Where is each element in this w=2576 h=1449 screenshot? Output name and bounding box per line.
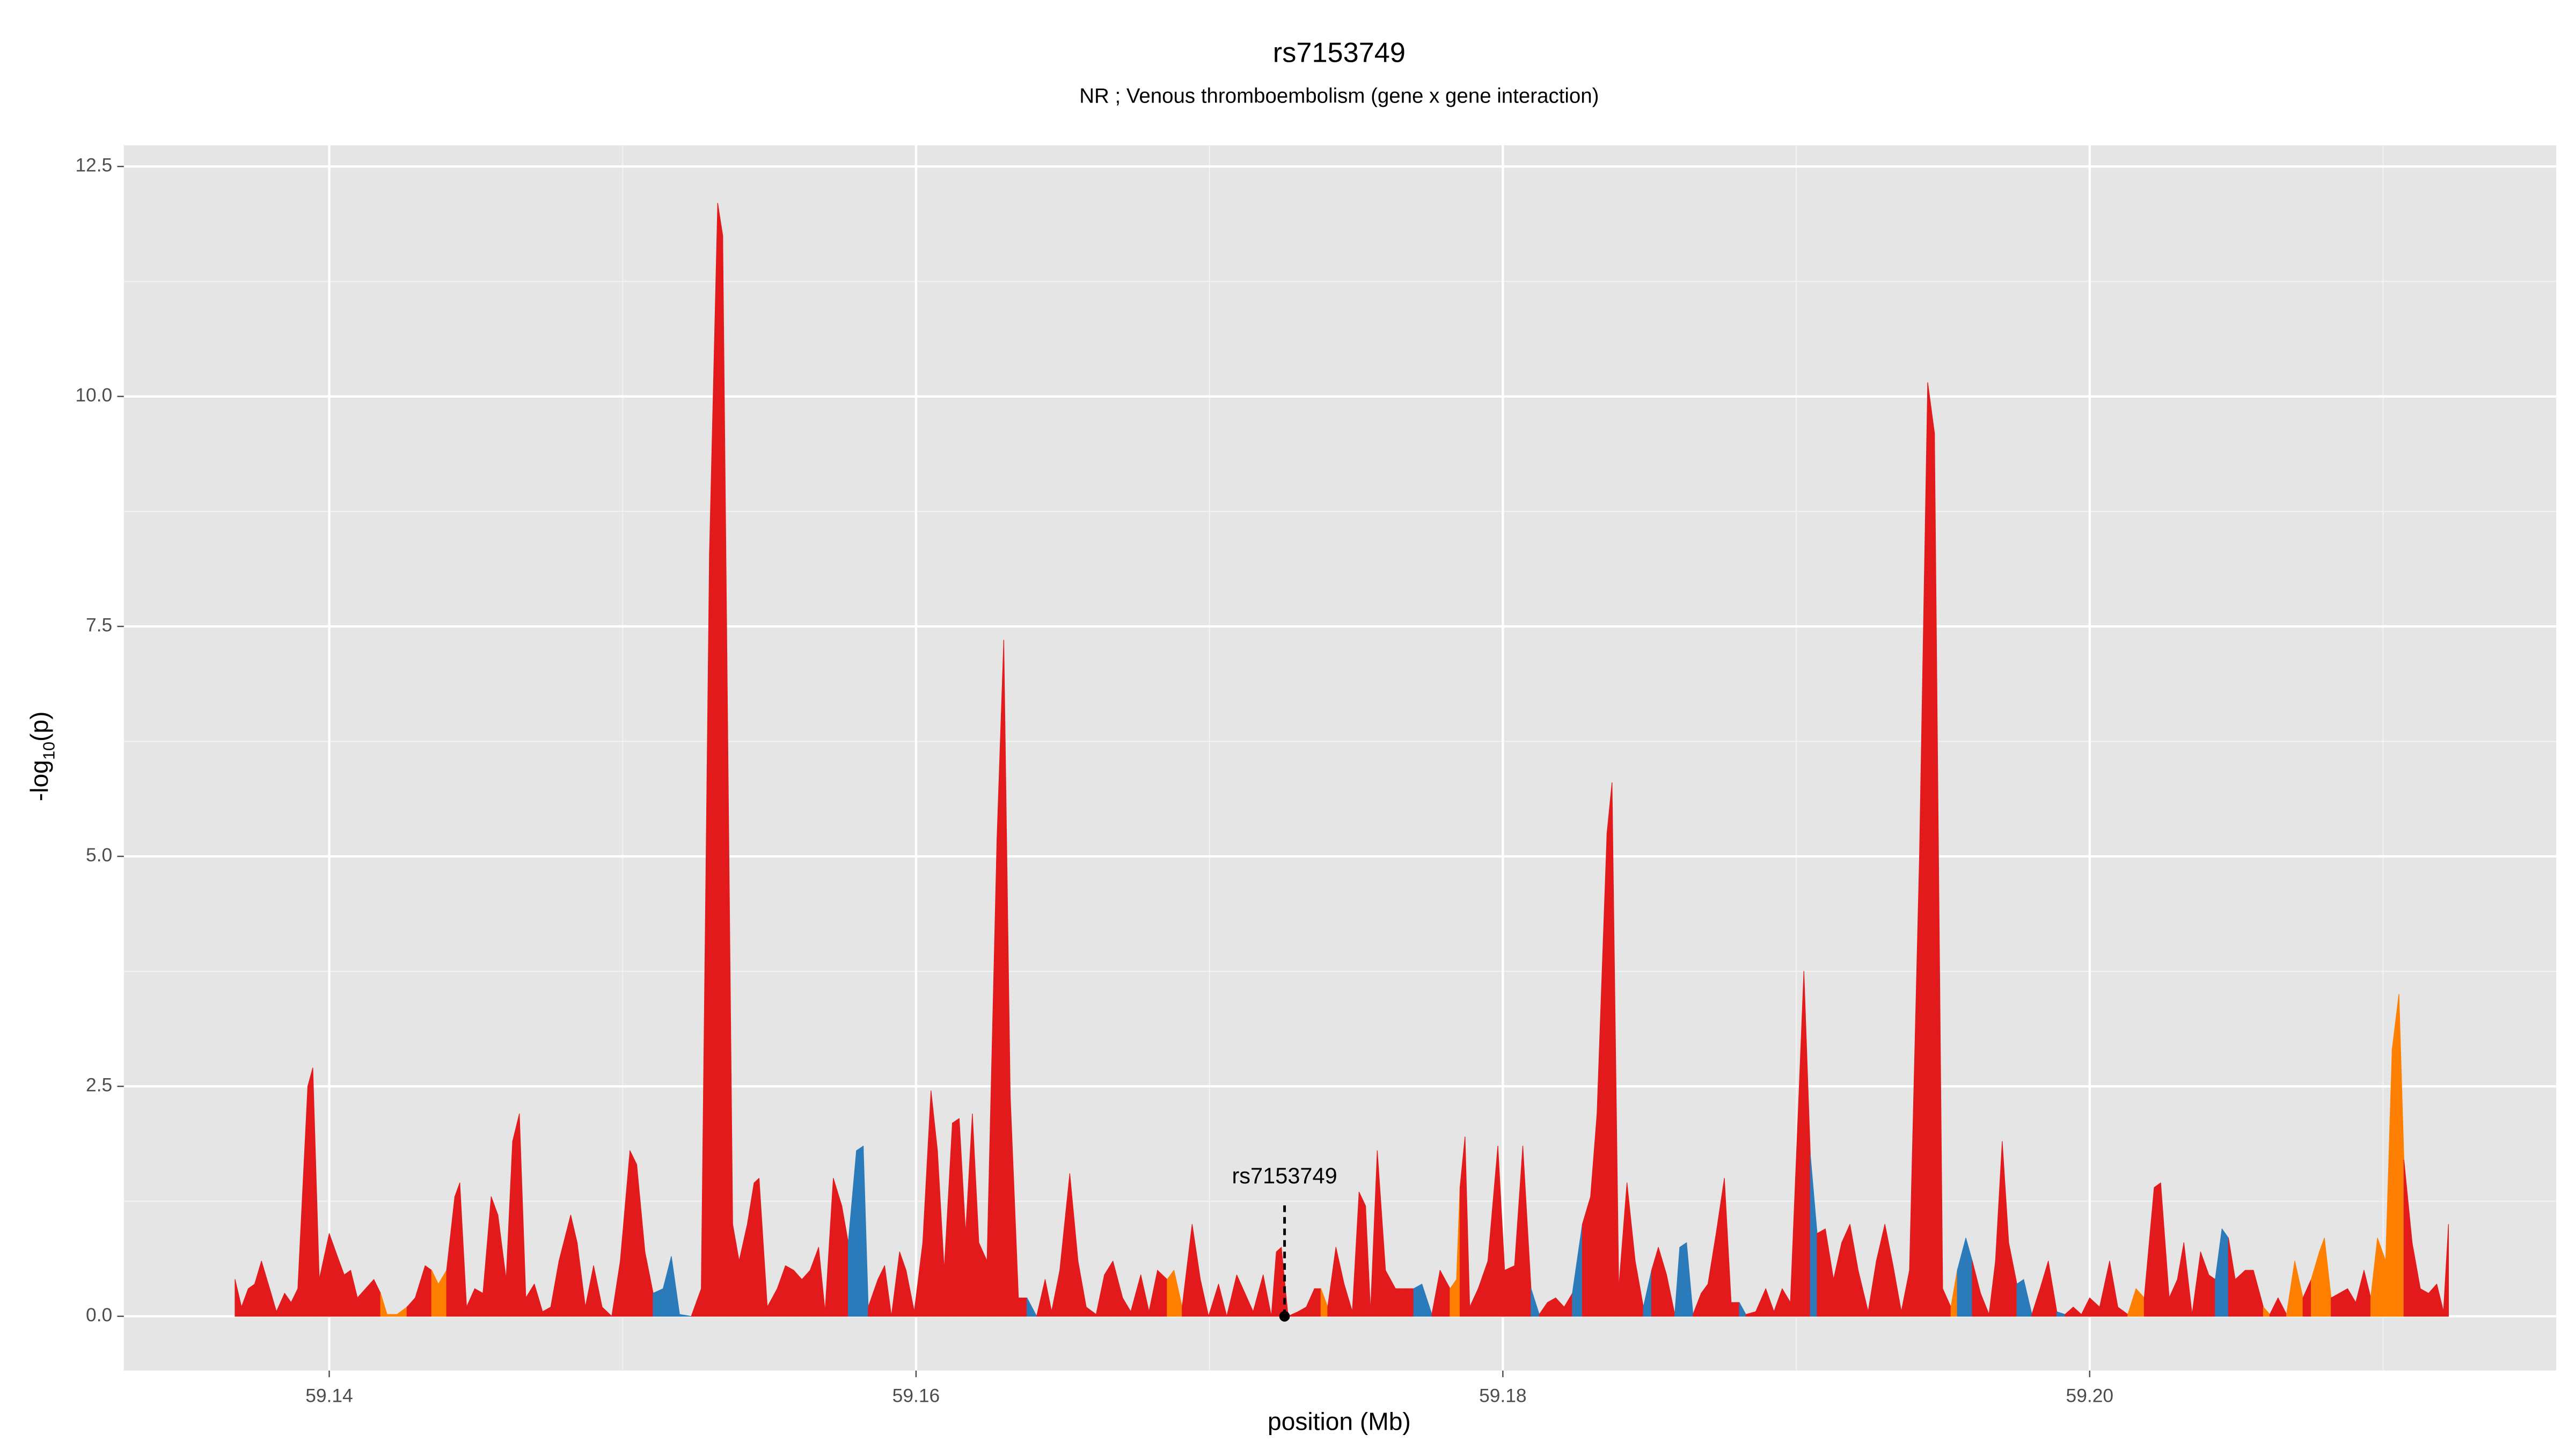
area-segment (1679, 1242, 1687, 1317)
area-segment (952, 1118, 960, 1317)
area-segment (1358, 1191, 1366, 1317)
area-segment (1405, 1288, 1414, 1317)
plot-panel (123, 145, 2557, 1371)
area-segment (1200, 1279, 1209, 1317)
area-segment (343, 1270, 351, 1317)
y-axis-label: -log10(p) (25, 711, 58, 801)
area-segment (884, 1265, 892, 1317)
area-segment (1026, 1297, 1037, 1317)
area-segment (512, 1114, 520, 1317)
area-segment (2319, 1238, 2325, 1317)
x-tick-label: 59.18 (1479, 1385, 1527, 1406)
chart-title: rs7153749 (1273, 37, 1406, 68)
area-segment (386, 1314, 398, 1317)
area-segment (2208, 1274, 2216, 1317)
area-segment (1927, 382, 1935, 1317)
area-segment (307, 1067, 313, 1317)
area-segment (2154, 1182, 2161, 1317)
area-segment (2244, 1270, 2254, 1317)
area-segment (425, 1265, 432, 1317)
area-segment (1218, 1284, 1227, 1317)
x-tick-label: 59.14 (305, 1385, 353, 1406)
y-axis-label-part: (p) (25, 711, 53, 741)
area-segment (2443, 1224, 2449, 1317)
area-segment (1413, 1284, 1423, 1317)
area-segment (1263, 1274, 1272, 1317)
area-marks (235, 203, 2449, 1317)
area-segment (1504, 1265, 1515, 1317)
y-tick-label: 10.0 (75, 385, 112, 406)
area-segment (491, 1196, 499, 1317)
area-segment (1018, 1297, 1028, 1317)
area-segment (2339, 1288, 2348, 1317)
area-segment (1314, 1288, 1322, 1317)
area-segment (1731, 1302, 1740, 1317)
area-segment (653, 1288, 664, 1317)
area-segment (856, 1146, 864, 1317)
y-tick-label: 2.5 (86, 1075, 112, 1096)
x-tick-label: 59.16 (892, 1385, 940, 1406)
x-axis-label: position (Mb) (1268, 1407, 1411, 1435)
annotation-label: rs7153749 (1232, 1163, 1337, 1188)
area-segment (630, 1150, 638, 1317)
area-segment (2221, 1228, 2229, 1317)
x-tick-label: 59.20 (2066, 1385, 2114, 1406)
area-segment (1395, 1288, 1406, 1317)
chart-subtitle: NR ; Venous thromboembolism (gene x gene… (1079, 85, 1599, 108)
y-tick-label: 5.0 (86, 845, 112, 866)
area-segment (2420, 1288, 2429, 1317)
area-segment (1276, 1247, 1282, 1317)
area-segment (247, 1284, 255, 1317)
area-segment (717, 203, 723, 1317)
y-axis-label-part: -log (25, 760, 53, 801)
axes: 0.0 2.5 5.0 7.5 10.0 12.5 59.14 59.16 59.18 59.20… (75, 155, 2113, 1407)
area-segment (1606, 782, 1613, 1317)
area-segment (602, 1306, 612, 1317)
y-tick-label: 0.0 (86, 1305, 112, 1326)
area-segment (2391, 994, 2399, 1317)
area-segment (1817, 1228, 1826, 1317)
area-segment (474, 1288, 484, 1317)
annotation-point (1279, 1311, 1290, 1322)
area-segment (2016, 1279, 2024, 1317)
area-segment (679, 1314, 692, 1317)
y-tick-label: 12.5 (75, 155, 112, 176)
area-segment (454, 1182, 460, 1317)
area-segment (785, 1265, 794, 1317)
area-segment (753, 1178, 760, 1317)
y-axis-label-subscript: 10 (40, 742, 58, 760)
y-tick-label: 7.5 (86, 615, 112, 636)
